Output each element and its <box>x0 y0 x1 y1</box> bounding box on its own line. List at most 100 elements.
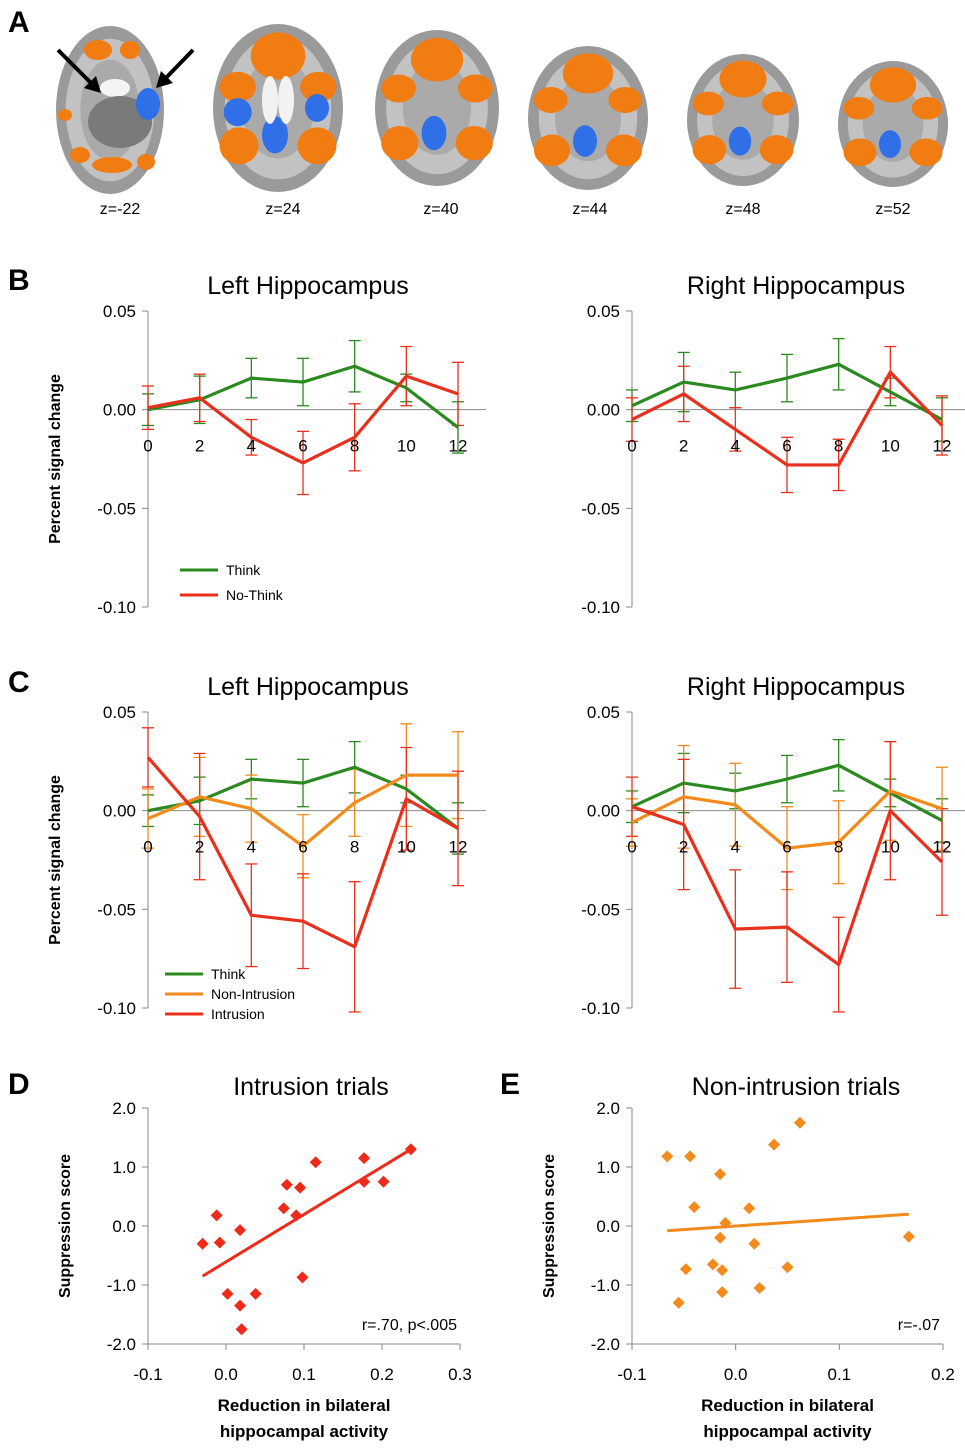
data-point <box>716 1286 729 1299</box>
data-point <box>902 1230 915 1243</box>
activation-blob <box>262 116 288 154</box>
x-tick-label: 0 <box>143 437 152 456</box>
y-tick-label: -0.05 <box>581 499 620 518</box>
activation-blob <box>608 87 642 113</box>
activation-blob <box>869 67 917 103</box>
panel-label-c: C <box>8 666 30 699</box>
chart-d-intrusion-scatter: Intrusion trials 2.0 1.0 0.0 -1.0 -2.0 -0.1 0.0… <box>57 1073 472 1441</box>
x-tick-label: 8 <box>834 838 843 857</box>
chart-title: Intrusion trials <box>233 1073 389 1101</box>
y-tick-label: -0.10 <box>97 598 136 617</box>
brain-grey-matter <box>555 74 621 162</box>
data-point <box>661 1150 674 1163</box>
x-tick-label: 0 <box>143 838 152 857</box>
x-tick-label: 0 <box>627 437 636 456</box>
activation-blob <box>223 98 252 127</box>
x-tick-label: 6 <box>298 838 307 857</box>
activation-blob <box>562 53 614 94</box>
slice-label: z=52 <box>875 201 910 218</box>
data-point <box>716 1264 729 1277</box>
activation-blob <box>297 127 337 165</box>
y-axis-label: Percent signal change <box>47 775 64 945</box>
activation-blob <box>84 40 112 60</box>
data-point <box>294 1181 307 1194</box>
activation-blob <box>692 91 724 116</box>
x-axis-label: Reduction in bilateral hippocampal activi… <box>701 1396 874 1441</box>
activation-blob <box>909 138 943 167</box>
x-tick-label: 0 <box>627 838 636 857</box>
x-axis-label: Reduction in bilateral hippocampal activi… <box>218 1396 391 1441</box>
y-tick-label: 0.00 <box>103 802 136 821</box>
y-tick-label: 0.05 <box>587 302 620 321</box>
legend-label: No-Think <box>226 587 284 603</box>
data-point <box>280 1178 293 1191</box>
activation-blob <box>300 71 337 103</box>
data-point <box>234 1224 247 1237</box>
arrowhead-right <box>156 71 173 88</box>
data-point <box>296 1271 309 1284</box>
x-tick-label: 2 <box>195 437 204 456</box>
activation-blob <box>534 134 570 167</box>
panel-label-d: D <box>8 1068 30 1101</box>
data-point <box>234 1299 247 1312</box>
chart-b-left-hippocampus: Left Hippocampus Percent signal change 0.0… <box>47 272 486 617</box>
y-tick-label: 2.0 <box>596 1099 620 1118</box>
activation-blob <box>92 157 132 173</box>
activation-blob <box>692 135 727 165</box>
series-line-intrusion <box>146 756 459 949</box>
panel-label-b: B <box>8 264 30 297</box>
arrowhead-left <box>84 76 101 93</box>
activation-blob <box>573 125 597 157</box>
x-axis-label-line: Reduction in bilateral <box>218 1396 391 1415</box>
y-tick-label: -2.0 <box>107 1335 136 1354</box>
x-tick-label: 10 <box>881 838 900 857</box>
data-point <box>235 1323 248 1336</box>
slice-label: z=24 <box>265 201 300 218</box>
x-tick-label: 10 <box>397 437 416 456</box>
brain-slice: z=48 <box>687 54 799 218</box>
y-axis-label: Percent signal change <box>47 374 64 544</box>
brain-slice: z=-22 <box>56 26 195 218</box>
x-tick-label: 8 <box>350 437 359 456</box>
series-line-non-intrusion <box>631 789 943 850</box>
brain-grey-matter <box>242 57 314 159</box>
data-point <box>688 1201 701 1214</box>
x-tick-label: 2 <box>679 437 688 456</box>
data-point <box>213 1236 226 1249</box>
x-tick-label: 10 <box>881 437 900 456</box>
data-point <box>684 1150 697 1163</box>
x-tick-label: 4 <box>247 838 256 857</box>
brain-slice: z=52 <box>838 61 948 218</box>
brain-ventricle <box>100 79 130 97</box>
data-point <box>719 1217 732 1230</box>
data-point <box>196 1237 209 1250</box>
activation-blob <box>421 115 447 151</box>
x-tick-label: 8 <box>834 437 843 456</box>
activation-blob <box>911 96 943 120</box>
chart-title: Left Hippocampus <box>207 272 409 300</box>
data-point <box>290 1209 303 1222</box>
panel-label-a: A <box>8 6 30 39</box>
x-tick-label: 0.2 <box>931 1365 955 1384</box>
slice-label: z=48 <box>725 201 760 218</box>
x-tick-label: 4 <box>731 437 740 456</box>
data-point <box>748 1237 761 1250</box>
y-tick-label: 1.0 <box>596 1158 620 1177</box>
brain-cerebellum <box>88 96 152 148</box>
x-tick-label: 6 <box>782 838 791 857</box>
y-tick-label: 0.00 <box>103 401 136 420</box>
x-axis-label-line: hippocampal activity <box>703 1422 872 1441</box>
legend-label: Think <box>226 562 261 578</box>
legend-label: Non-Intrusion <box>211 986 295 1002</box>
x-tick-label: 12 <box>933 437 952 456</box>
y-tick-label: -0.10 <box>581 999 620 1018</box>
x-tick-label: 2 <box>195 838 204 857</box>
correlation-annotation: r=.70, p<.005 <box>362 1317 457 1334</box>
chart-title: Left Hippocampus <box>207 673 409 701</box>
brain-grey-matter <box>402 61 472 155</box>
y-tick-label: -2.0 <box>591 1335 620 1354</box>
data-point <box>768 1138 781 1151</box>
data-point <box>404 1143 417 1156</box>
x-tick-label: 4 <box>247 437 256 456</box>
x-tick-label: 0.0 <box>724 1365 748 1384</box>
